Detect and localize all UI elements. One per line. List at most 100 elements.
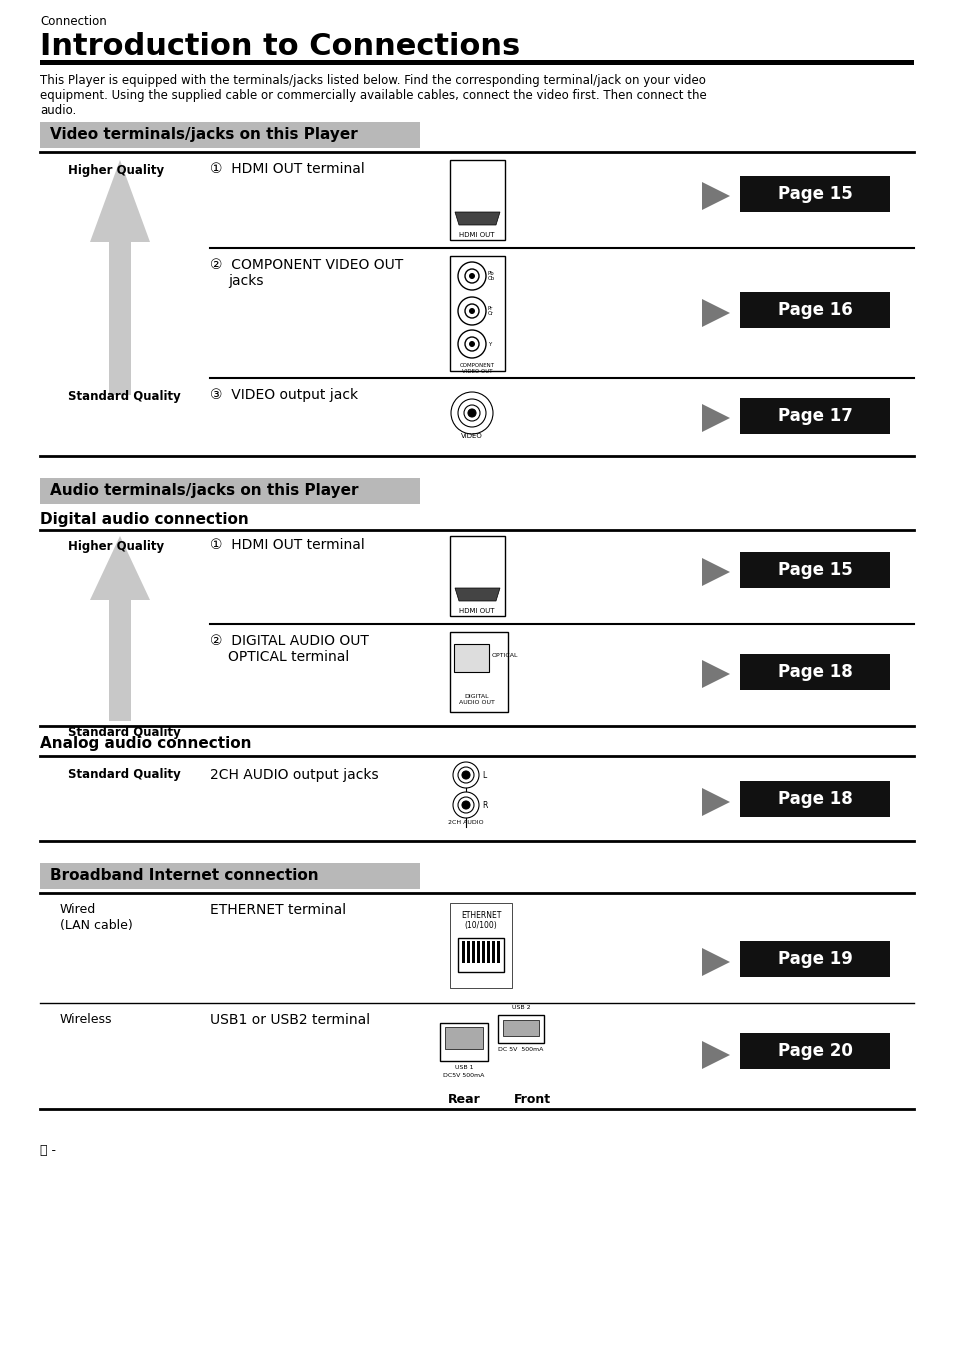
Text: Analog audio connection: Analog audio connection [40, 737, 252, 751]
Text: Connection: Connection [40, 15, 107, 28]
Bar [740, 781, 889, 816]
Bar [40, 60, 913, 65]
Circle shape [469, 341, 475, 347]
Text: USB 2: USB 2 [511, 1005, 530, 1010]
Text: Page 16: Page 16 [777, 301, 851, 320]
Bar [450, 160, 504, 240]
Text: DIGITAL
AUDIO OUT: DIGITAL AUDIO OUT [458, 695, 495, 705]
Text: Page 20: Page 20 [777, 1043, 852, 1060]
Circle shape [451, 393, 493, 435]
Polygon shape [90, 536, 150, 600]
Bar [492, 941, 495, 963]
Polygon shape [701, 948, 729, 976]
Circle shape [464, 305, 478, 318]
Bar [450, 632, 507, 712]
Polygon shape [701, 299, 729, 328]
Circle shape [461, 770, 470, 779]
Text: Higher Quality: Higher Quality [68, 164, 164, 177]
Text: Page 15: Page 15 [777, 185, 851, 203]
Text: Front: Front [513, 1093, 550, 1106]
Circle shape [461, 802, 470, 808]
Circle shape [457, 798, 474, 812]
Bar [450, 256, 504, 371]
Bar [457, 938, 503, 972]
Circle shape [468, 409, 476, 417]
Polygon shape [455, 588, 499, 601]
Text: 2CH AUDIO output jacks: 2CH AUDIO output jacks [210, 768, 378, 783]
Text: Page 18: Page 18 [777, 789, 851, 808]
Bar [444, 1026, 482, 1049]
Polygon shape [701, 659, 729, 688]
Bar [461, 941, 464, 963]
Circle shape [453, 792, 478, 818]
Bar [454, 645, 489, 672]
Text: Audio terminals/jacks on this Player: Audio terminals/jacks on this Player [50, 483, 358, 498]
Text: Wireless: Wireless [60, 1013, 112, 1026]
Text: This Player is equipped with the terminals/jacks listed below. Find the correspo: This Player is equipped with the termina… [40, 74, 705, 87]
Text: Page 15: Page 15 [777, 561, 851, 580]
Text: Page 17: Page 17 [777, 408, 852, 425]
Text: COMPONENT
VIDEO OUT: COMPONENT VIDEO OUT [459, 363, 494, 374]
Polygon shape [701, 558, 729, 586]
Text: OPTICAL terminal: OPTICAL terminal [228, 650, 349, 663]
Text: ⓔ -: ⓔ - [40, 1144, 56, 1158]
Circle shape [464, 337, 478, 351]
Bar [476, 941, 479, 963]
Text: ①  HDMI OUT terminal: ① HDMI OUT terminal [210, 538, 364, 552]
Circle shape [469, 307, 475, 314]
Text: ③  VIDEO output jack: ③ VIDEO output jack [210, 389, 357, 402]
Polygon shape [701, 181, 729, 210]
Text: L: L [481, 770, 486, 780]
Bar [740, 552, 889, 588]
Bar [740, 176, 889, 213]
Bar [740, 654, 889, 691]
Text: audio.: audio. [40, 104, 76, 116]
Text: DC 5V  500mA: DC 5V 500mA [497, 1047, 543, 1052]
Text: Higher Quality: Higher Quality [68, 540, 164, 552]
Text: Broadband Internet connection: Broadband Internet connection [50, 868, 318, 883]
Bar [497, 941, 499, 963]
Text: Page 18: Page 18 [777, 663, 851, 681]
Bar [109, 600, 131, 720]
Circle shape [457, 330, 485, 357]
Circle shape [469, 274, 475, 279]
Bar [450, 536, 504, 616]
Bar [481, 941, 484, 963]
Text: DC5V 500mA: DC5V 500mA [443, 1072, 484, 1078]
Text: Standard Quality: Standard Quality [68, 726, 180, 739]
Bar [40, 862, 419, 890]
Polygon shape [701, 403, 729, 432]
Bar [450, 903, 512, 988]
Text: Introduction to Connections: Introduction to Connections [40, 32, 519, 61]
Polygon shape [701, 788, 729, 816]
Text: ETHERNET
(10/100): ETHERNET (10/100) [460, 911, 500, 930]
Text: 2CH AUDIO: 2CH AUDIO [448, 821, 483, 825]
Circle shape [457, 399, 485, 427]
Text: Digital audio connection: Digital audio connection [40, 512, 249, 527]
Text: USB 1: USB 1 [455, 1066, 473, 1070]
Circle shape [457, 263, 485, 290]
Text: HDMI OUT: HDMI OUT [458, 232, 495, 238]
Text: Video terminals/jacks on this Player: Video terminals/jacks on this Player [50, 127, 357, 142]
Bar [740, 941, 889, 978]
Text: Standard Quality: Standard Quality [68, 390, 180, 403]
Text: Pb
Cb: Pb Cb [488, 271, 495, 282]
Bar [109, 242, 131, 395]
Polygon shape [701, 1041, 729, 1070]
Text: R: R [481, 800, 487, 810]
Bar [40, 122, 419, 148]
Bar [40, 478, 419, 504]
Text: ①  HDMI OUT terminal: ① HDMI OUT terminal [210, 162, 364, 176]
Text: equipment. Using the supplied cable or commercially available cables, connect th: equipment. Using the supplied cable or c… [40, 89, 706, 102]
Bar [740, 1033, 889, 1070]
Polygon shape [90, 160, 150, 242]
Text: OPTICAL: OPTICAL [492, 653, 518, 658]
Text: ②  COMPONENT VIDEO OUT: ② COMPONENT VIDEO OUT [210, 259, 403, 272]
Text: Pr
Cr: Pr Cr [488, 306, 494, 317]
Bar [740, 292, 889, 328]
Bar [439, 1024, 488, 1062]
Text: Y: Y [488, 341, 491, 347]
Text: ETHERNET terminal: ETHERNET terminal [210, 903, 346, 917]
Text: Standard Quality: Standard Quality [68, 768, 180, 781]
Bar [467, 941, 470, 963]
